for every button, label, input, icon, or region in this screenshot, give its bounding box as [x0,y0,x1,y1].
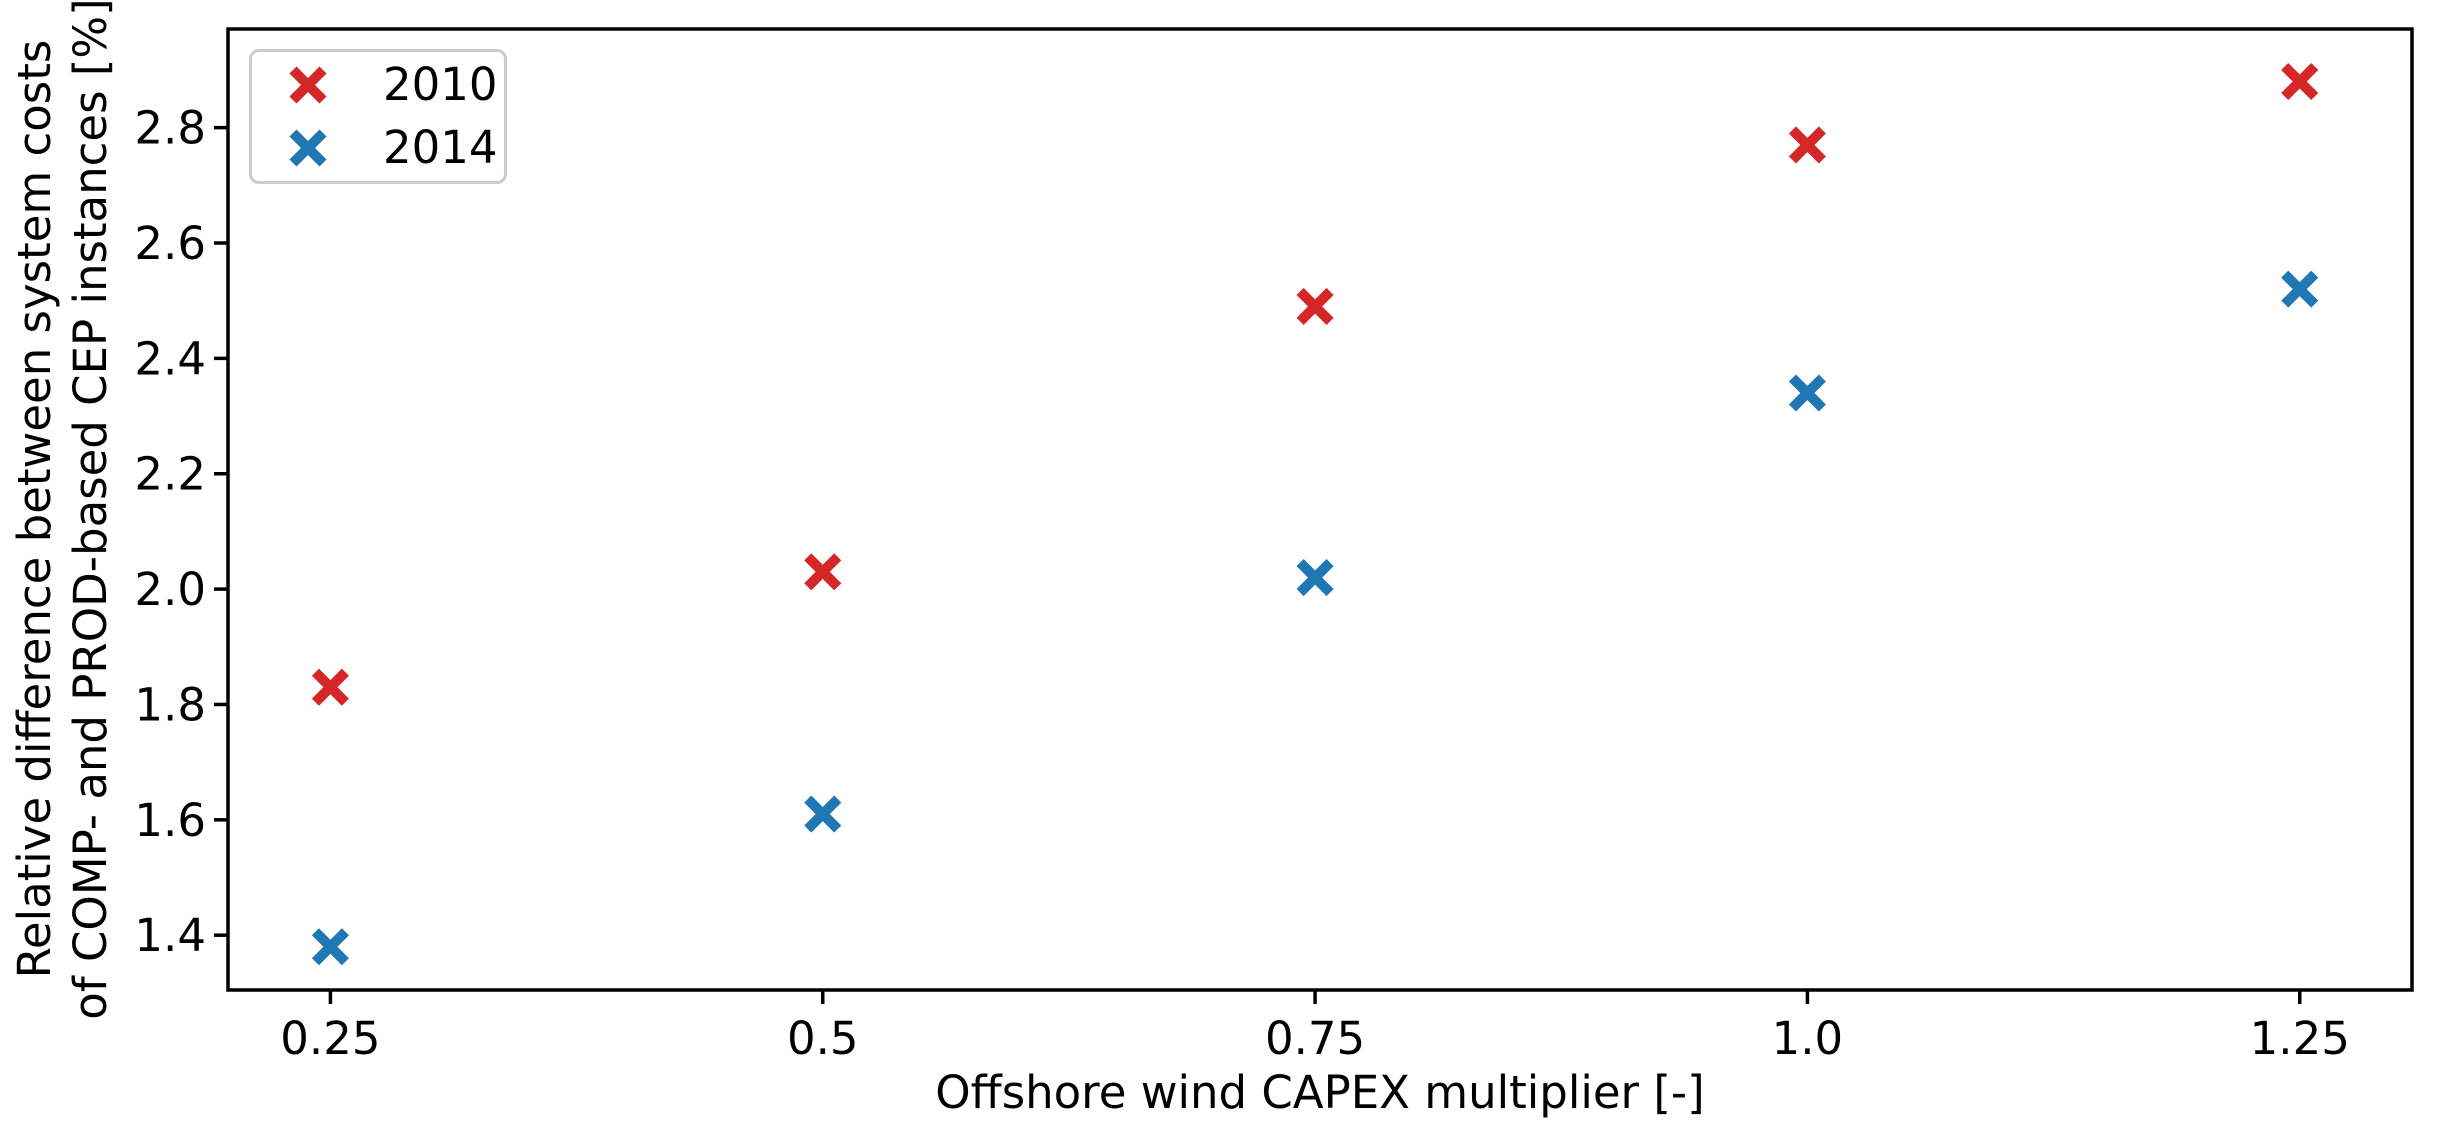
data-point-2014-1.25 [2281,270,2319,308]
data-point-2014-0.25 [311,928,349,966]
data-point-2014-1 [1788,374,1826,412]
y-tick-label: 2.8 [134,102,206,155]
x-tick-label: 0.5 [787,1012,859,1065]
x-tick-label: 0.25 [280,1012,380,1065]
y-tick-label: 2.6 [134,217,206,270]
data-point-2014-0.5 [804,795,842,833]
data-point-2014-0.75 [1296,559,1334,597]
data-point-2010-1 [1788,126,1826,164]
x-axis-label: Offshore wind CAPEX multiplier [-] [935,1066,1705,1119]
legend-entry-2010: 2010 [252,58,498,111]
y-tick-label: 2.2 [134,448,206,501]
legend-entry-2014: 2014 [252,121,498,174]
data-point-2010-0.5 [804,553,842,591]
y-tick-label: 2.0 [134,563,206,616]
y-tick-label: 1.4 [134,909,206,962]
x-marker-icon [289,129,327,167]
y-axis-label-line1: Relative difference between system costs [8,39,61,979]
x-tick-label: 1.0 [1772,1012,1844,1065]
y-tick-label: 1.6 [134,794,206,847]
y-axis-label: Relative difference between system costs… [7,0,119,1020]
legend-label-2010: 2010 [383,58,498,111]
x-tick-label: 0.75 [1265,1012,1365,1065]
y-tick-label: 2.4 [134,332,206,385]
legend-label-2014: 2014 [383,121,498,174]
y-axis-label-line2: of COMP- and PROD-based CEP instances [%… [64,0,117,1020]
legend: 2010 2014 [249,49,507,184]
x-marker-icon [289,66,327,104]
x-tick-label: 1.25 [2250,1012,2350,1065]
y-tick-label: 1.8 [134,678,206,731]
data-point-2010-0.25 [311,668,349,706]
data-point-2010-1.25 [2281,62,2319,101]
plot-border [226,27,2414,992]
data-point-2010-0.75 [1296,287,1334,325]
